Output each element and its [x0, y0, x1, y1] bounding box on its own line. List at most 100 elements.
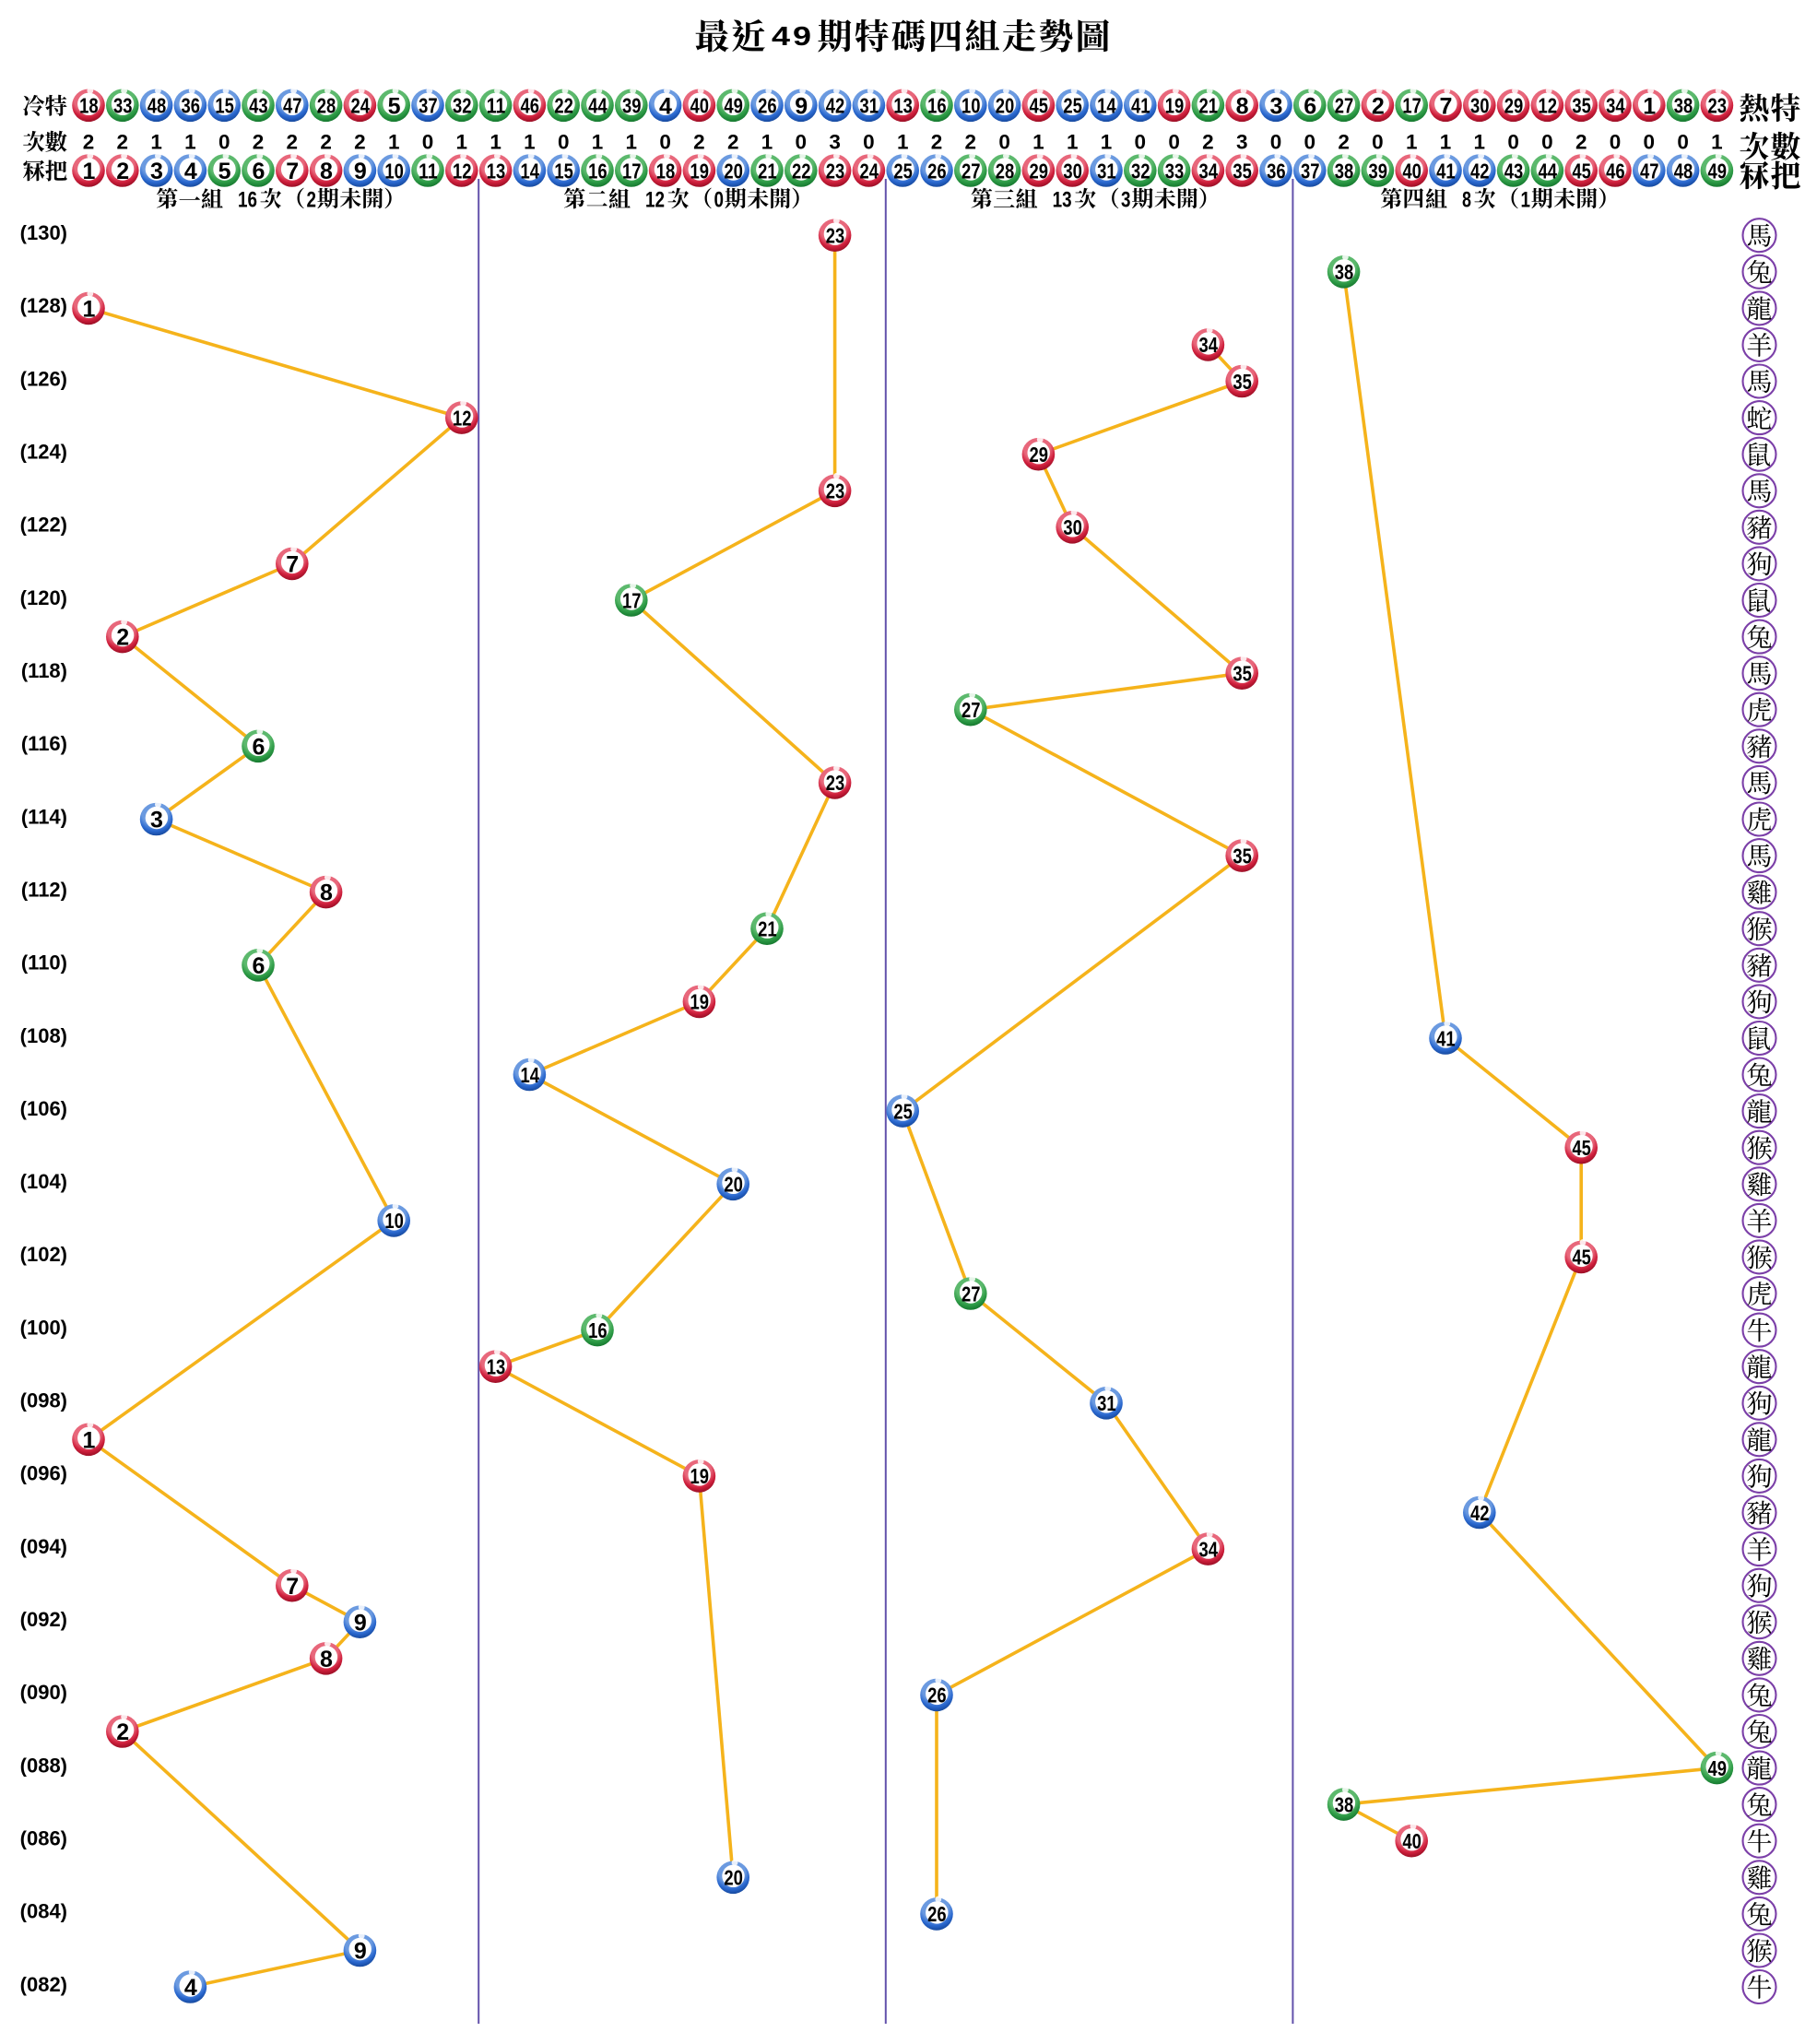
svg-text:1: 1 [150, 131, 162, 154]
svg-text:8: 8 [1462, 188, 1471, 213]
svg-text:34: 34 [1199, 1537, 1219, 1561]
svg-text:16: 16 [588, 1318, 608, 1342]
svg-text:35: 35 [1572, 94, 1591, 118]
svg-text:2: 2 [1372, 93, 1385, 119]
svg-text:1: 1 [456, 131, 468, 154]
svg-text:8: 8 [320, 159, 333, 184]
svg-text:1: 1 [1406, 131, 1418, 154]
svg-text:2: 2 [1202, 131, 1214, 154]
svg-text:13: 13 [487, 159, 506, 183]
svg-text:(118): (118) [21, 659, 67, 682]
svg-text:26: 26 [927, 159, 947, 183]
svg-text:9: 9 [795, 93, 808, 119]
svg-text:19: 19 [690, 1464, 710, 1488]
svg-text:1: 1 [1440, 131, 1452, 154]
svg-text:5: 5 [218, 159, 231, 184]
svg-text:32: 32 [1131, 159, 1150, 183]
svg-text:(096): (096) [20, 1462, 67, 1485]
svg-text:35: 35 [1233, 844, 1252, 868]
svg-text:3: 3 [1269, 93, 1282, 119]
svg-text:23: 23 [826, 771, 845, 795]
svg-text:(114): (114) [21, 805, 67, 828]
svg-text:(106): (106) [20, 1097, 67, 1120]
svg-text:18: 18 [656, 159, 676, 183]
svg-text:45: 45 [1572, 1246, 1591, 1270]
svg-text:(108): (108) [20, 1024, 67, 1047]
svg-text:14: 14 [521, 159, 540, 183]
svg-text:37: 37 [1301, 159, 1320, 183]
svg-text:2: 2 [1338, 131, 1350, 154]
svg-text:10: 10 [384, 159, 404, 183]
svg-text:7: 7 [1439, 93, 1452, 119]
svg-text:16: 16 [588, 159, 608, 183]
svg-text:9: 9 [793, 22, 811, 52]
svg-text:0: 0 [422, 131, 434, 154]
svg-text:25: 25 [893, 1099, 913, 1123]
svg-text:9: 9 [354, 1939, 367, 1965]
svg-text:23: 23 [826, 159, 845, 183]
svg-text:4: 4 [184, 1975, 197, 2001]
svg-text:34: 34 [1199, 159, 1219, 183]
svg-text:14: 14 [521, 1063, 540, 1087]
svg-text:(098): (098) [20, 1389, 67, 1412]
svg-text:46: 46 [1606, 159, 1625, 183]
svg-text:6: 6 [252, 953, 265, 979]
svg-text:41: 41 [1436, 159, 1456, 183]
svg-text:40: 40 [690, 94, 710, 118]
svg-text:34: 34 [1199, 333, 1219, 357]
svg-text:(084): (084) [20, 1900, 67, 1923]
svg-text:0: 0 [998, 131, 1010, 154]
svg-text:23: 23 [826, 479, 845, 503]
svg-text:16: 16 [238, 188, 257, 213]
svg-text:12: 12 [453, 406, 472, 430]
svg-text:0: 0 [218, 131, 230, 154]
svg-text:0: 0 [863, 131, 875, 154]
svg-text:27: 27 [1335, 94, 1354, 118]
svg-text:(128): (128) [20, 294, 67, 317]
svg-text:13: 13 [893, 94, 913, 118]
svg-text:1: 1 [490, 131, 501, 154]
svg-text:21: 21 [758, 159, 777, 183]
svg-text:6: 6 [1304, 93, 1316, 119]
svg-text:30: 30 [1063, 159, 1082, 183]
svg-text:(092): (092) [20, 1608, 67, 1631]
svg-text:0: 0 [1372, 131, 1384, 154]
svg-text:46: 46 [521, 94, 540, 118]
svg-text:19: 19 [690, 159, 710, 183]
svg-text:2: 2 [320, 131, 332, 154]
svg-text:25: 25 [1063, 94, 1082, 118]
svg-text:1: 1 [184, 131, 196, 154]
svg-text:20: 20 [724, 1173, 743, 1197]
svg-text:47: 47 [1640, 159, 1659, 183]
svg-text:2: 2 [727, 131, 739, 154]
svg-text:7: 7 [286, 1574, 299, 1600]
svg-text:22: 22 [554, 94, 573, 118]
svg-text:3: 3 [1121, 188, 1131, 213]
svg-text:44: 44 [1539, 159, 1558, 183]
svg-text:10: 10 [961, 94, 981, 118]
svg-text:11: 11 [419, 159, 438, 183]
svg-text:13: 13 [487, 1355, 506, 1379]
svg-text:10: 10 [384, 1209, 404, 1233]
svg-text:8: 8 [1236, 93, 1249, 119]
svg-text:47: 47 [283, 94, 302, 118]
svg-text:30: 30 [1063, 515, 1082, 539]
svg-text:2: 2 [83, 131, 95, 154]
svg-text:42: 42 [1470, 1501, 1490, 1525]
svg-text:17: 17 [1402, 94, 1422, 118]
svg-text:0: 0 [1644, 131, 1656, 154]
svg-text:12: 12 [645, 188, 665, 213]
svg-text:6: 6 [252, 734, 265, 760]
svg-text:18: 18 [79, 94, 99, 118]
svg-text:27: 27 [961, 159, 981, 183]
svg-text:7: 7 [286, 552, 299, 578]
svg-text:42: 42 [1470, 159, 1490, 183]
svg-text:35: 35 [1233, 370, 1252, 394]
svg-text:0: 0 [1507, 131, 1519, 154]
svg-text:11: 11 [487, 94, 506, 118]
svg-text:3: 3 [1236, 131, 1248, 154]
svg-text:(086): (086) [20, 1827, 67, 1850]
svg-text:7: 7 [286, 159, 299, 184]
svg-text:42: 42 [826, 94, 845, 118]
svg-text:36: 36 [182, 94, 201, 118]
